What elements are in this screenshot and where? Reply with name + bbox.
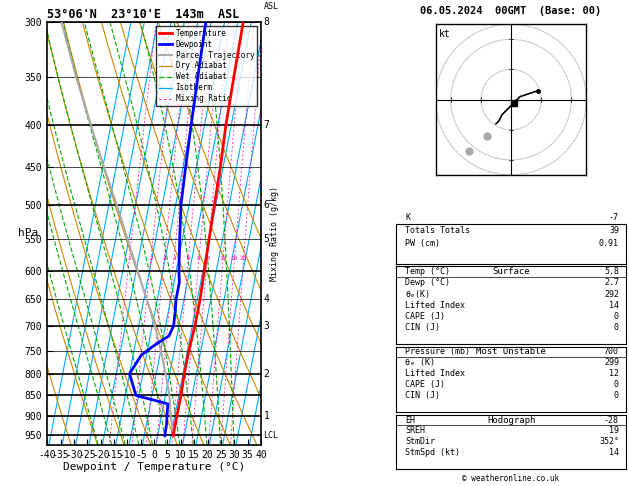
Text: Temp (°C): Temp (°C) (406, 267, 450, 277)
Text: km
ASL: km ASL (264, 0, 279, 11)
Text: StmSpd (kt): StmSpd (kt) (406, 448, 460, 457)
Text: CAPE (J): CAPE (J) (406, 312, 445, 321)
Text: Most Unstable: Most Unstable (476, 347, 546, 357)
Text: CIN (J): CIN (J) (406, 391, 440, 400)
Text: 299: 299 (604, 358, 619, 367)
Text: SREH: SREH (406, 426, 425, 435)
Text: 700: 700 (604, 347, 619, 357)
Text: 6: 6 (187, 256, 191, 261)
Text: 0: 0 (614, 323, 619, 332)
Text: 3: 3 (264, 321, 269, 331)
Text: kt: kt (439, 29, 450, 39)
Text: -28: -28 (604, 416, 619, 424)
Text: hPa: hPa (18, 228, 38, 238)
Text: 6: 6 (264, 200, 269, 210)
Text: 5: 5 (264, 234, 269, 244)
Text: 4: 4 (172, 256, 176, 261)
Text: 5.8: 5.8 (604, 267, 619, 277)
Text: 0.91: 0.91 (599, 240, 619, 248)
Text: 25: 25 (240, 256, 247, 261)
Text: 2.7: 2.7 (604, 278, 619, 288)
Text: 39: 39 (609, 226, 619, 235)
Text: 53°06'N  23°10'E  143m  ASL: 53°06'N 23°10'E 143m ASL (47, 8, 240, 21)
Text: 20: 20 (231, 256, 238, 261)
Text: 7: 7 (264, 120, 269, 130)
Text: 0: 0 (614, 391, 619, 400)
Text: EH: EH (406, 416, 415, 424)
Text: 14: 14 (609, 448, 619, 457)
Text: LCL: LCL (264, 431, 279, 440)
Text: θₑ(K): θₑ(K) (406, 290, 430, 298)
Legend: Temperature, Dewpoint, Parcel Trajectory, Dry Adiabat, Wet Adiabat, Isotherm, Mi: Temperature, Dewpoint, Parcel Trajectory… (155, 26, 257, 106)
Text: StmDir: StmDir (406, 437, 435, 446)
Text: Lifted Index: Lifted Index (406, 301, 465, 310)
Text: θₑ (K): θₑ (K) (406, 358, 435, 367)
Text: 4: 4 (264, 294, 269, 304)
Text: Lifted Index: Lifted Index (406, 369, 465, 379)
Text: 12: 12 (609, 369, 619, 379)
Text: 19: 19 (609, 426, 619, 435)
Text: -7: -7 (609, 213, 619, 222)
Text: 06.05.2024  00GMT  (Base: 00): 06.05.2024 00GMT (Base: 00) (420, 6, 602, 16)
Text: Hodograph: Hodograph (487, 416, 535, 424)
Text: K: K (406, 213, 411, 222)
Text: 292: 292 (604, 290, 619, 298)
Text: CAPE (J): CAPE (J) (406, 380, 445, 389)
Text: Totals Totals: Totals Totals (406, 226, 470, 235)
Text: Dewp (°C): Dewp (°C) (406, 278, 450, 288)
Text: 8: 8 (264, 17, 269, 27)
Text: Pressure (mb): Pressure (mb) (406, 347, 470, 357)
Text: 352°: 352° (599, 437, 619, 446)
Text: PW (cm): PW (cm) (406, 240, 440, 248)
X-axis label: Dewpoint / Temperature (°C): Dewpoint / Temperature (°C) (63, 462, 245, 472)
Text: 10: 10 (204, 256, 211, 261)
Text: 0: 0 (614, 380, 619, 389)
Text: 15: 15 (220, 256, 227, 261)
Text: Mixing Ratio (g/kg): Mixing Ratio (g/kg) (270, 186, 279, 281)
Text: 3: 3 (162, 256, 166, 261)
Text: 0: 0 (614, 312, 619, 321)
Text: 1: 1 (128, 256, 131, 261)
Text: 2: 2 (149, 256, 153, 261)
Text: Surface: Surface (493, 267, 530, 277)
Text: CIN (J): CIN (J) (406, 323, 440, 332)
Text: 8: 8 (197, 256, 201, 261)
Text: 2: 2 (264, 369, 269, 379)
Text: © weatheronline.co.uk: © weatheronline.co.uk (462, 474, 560, 483)
Text: 14: 14 (609, 301, 619, 310)
Text: 1: 1 (264, 411, 269, 421)
